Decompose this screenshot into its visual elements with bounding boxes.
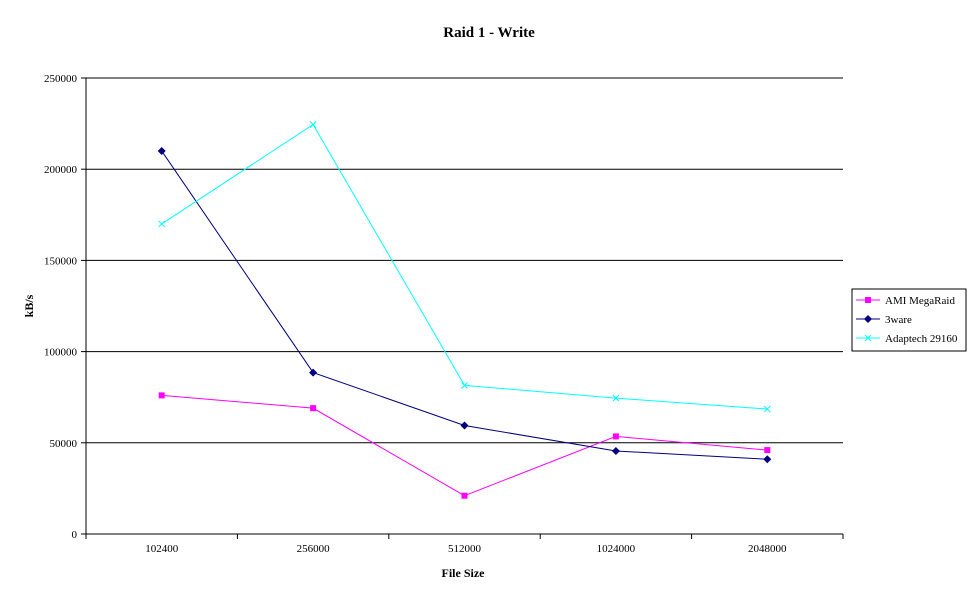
data-point <box>612 394 620 402</box>
gridlines <box>86 77 843 444</box>
legend-marker <box>864 315 872 323</box>
y-tick-label: 200000 <box>44 164 78 176</box>
axes <box>85 78 843 535</box>
y-tick-label: 150000 <box>44 255 78 267</box>
data-point <box>158 392 165 399</box>
legend-label: 3ware <box>885 314 912 326</box>
y-tick-label: 50000 <box>50 438 78 450</box>
legend-item: 3ware <box>856 314 912 326</box>
x-tick-label: 256000 <box>297 543 331 555</box>
data-point <box>612 433 619 440</box>
data-point <box>763 405 771 413</box>
legend-marker <box>864 334 872 342</box>
data-point <box>764 447 771 454</box>
series-ami-megaraid <box>158 392 771 499</box>
data-point <box>461 381 468 389</box>
series-line <box>161 394 768 497</box>
data-point <box>157 146 166 155</box>
y-tick-label: 100000 <box>44 347 78 359</box>
data-point <box>309 368 318 377</box>
x-axis-ticks: 102400 256000 512000 1024000 2048000 <box>85 534 844 555</box>
y-tick-label: 0 <box>72 529 78 541</box>
series-line <box>161 123 768 410</box>
data-point <box>158 220 166 228</box>
data-point <box>310 405 317 412</box>
legend-label: AMI MegaRaid <box>885 295 955 307</box>
y-axis-title: kB/s <box>22 294 36 317</box>
data-point <box>309 121 317 128</box>
legend-item: Adaptech 29160 <box>856 333 958 345</box>
data-point <box>763 455 772 464</box>
x-tick-label: 1024000 <box>597 543 636 555</box>
data-point <box>461 492 468 499</box>
data-point <box>611 447 620 456</box>
legend-marker <box>865 297 871 303</box>
series-3ware <box>157 146 772 464</box>
x-axis-title: File Size <box>442 566 486 580</box>
x-tick-label: 2048000 <box>748 543 787 555</box>
y-axis-ticks: 0 50000 100000 150000 200000 250000 <box>44 73 86 541</box>
series-lines <box>157 121 772 499</box>
legend: AMI MegaRaid 3ware Adaptech 29160 <box>851 288 967 352</box>
data-point <box>460 421 469 430</box>
series-line <box>161 150 768 460</box>
y-tick-label: 250000 <box>44 73 78 85</box>
chart-title: Raid 1 - Write <box>443 25 535 41</box>
series-adaptech-29160 <box>158 121 771 413</box>
x-tick-label: 512000 <box>448 543 482 555</box>
legend-item: AMI MegaRaid <box>856 295 955 307</box>
x-tick-label: 102400 <box>145 543 179 555</box>
legend-label: Adaptech 29160 <box>885 333 958 345</box>
